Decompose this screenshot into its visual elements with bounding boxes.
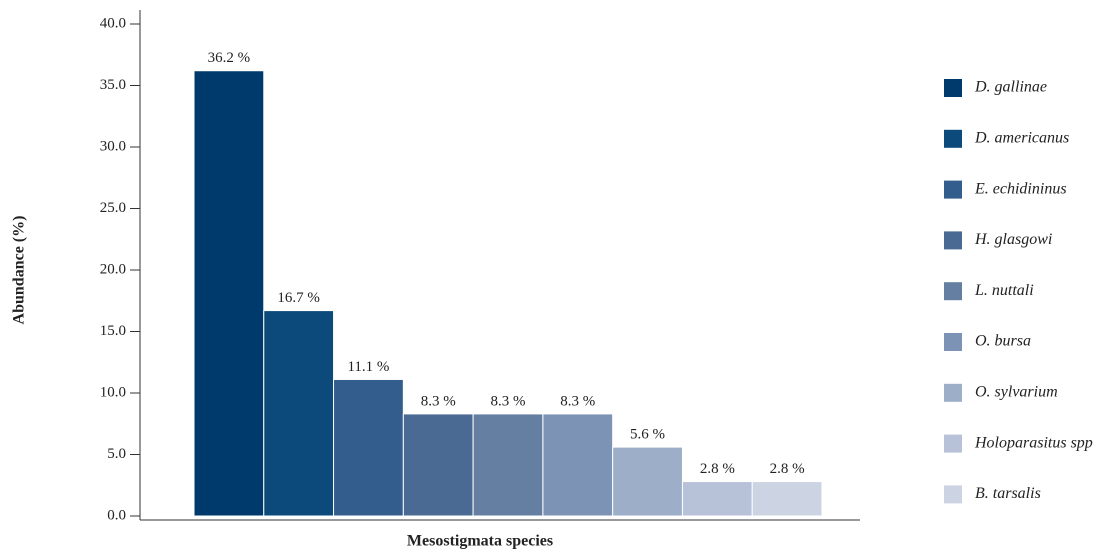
bar — [263, 310, 335, 517]
x-axis-label: Mesostigmata species — [407, 533, 553, 550]
y-tick-label: 10.0 — [100, 384, 126, 400]
y-tick-label: 35.0 — [100, 77, 126, 93]
legend-label: Holoparasitus spp — [974, 434, 1093, 451]
y-tick-label: 15.0 — [100, 323, 126, 339]
legend-swatch — [944, 79, 962, 97]
legend-label: B. tarsalis — [975, 485, 1041, 502]
legend-label: O. sylvarium — [975, 383, 1058, 400]
bar — [472, 413, 544, 517]
legend-swatch — [944, 180, 962, 199]
y-tick-label: 5.0 — [107, 446, 126, 462]
legend-swatch — [944, 383, 962, 402]
y-tick-label: 0.0 — [107, 507, 126, 523]
legend-swatch — [944, 129, 962, 148]
legend-label: H. glasgowi — [974, 231, 1052, 248]
legend-label: O. bursa — [975, 333, 1031, 350]
value-label: 5.6 % — [630, 427, 665, 443]
y-tick-label: 30.0 — [100, 138, 126, 154]
legend-label: D. gallinae — [974, 79, 1047, 96]
y-tick-label: 40.0 — [100, 15, 126, 31]
legend-swatch — [944, 434, 962, 453]
bar — [193, 70, 265, 517]
bar — [333, 378, 404, 517]
legend-label: L. nuttali — [974, 282, 1034, 299]
value-label: 2.8 % — [700, 461, 735, 477]
legend-swatch — [944, 282, 962, 301]
legend-label: D. americanus — [974, 129, 1069, 146]
value-label: 8.3 % — [491, 393, 526, 409]
value-label: 11.1 % — [347, 359, 389, 375]
bar — [542, 413, 614, 517]
value-label: 36.2 % — [208, 50, 251, 66]
legend-swatch — [944, 231, 962, 250]
legend-swatch — [944, 485, 962, 504]
value-label: 2.8 % — [770, 461, 805, 477]
bar — [681, 481, 753, 517]
legend-swatch — [944, 333, 962, 351]
bar — [402, 413, 474, 517]
value-label: 8.3 % — [421, 393, 456, 409]
y-tick-label: 20.0 — [100, 261, 126, 277]
y-axis-label: Abundance (%) — [11, 216, 28, 325]
legend-label: E. echidininus — [974, 180, 1067, 197]
value-label: 16.7 % — [277, 290, 320, 306]
y-tick-label: 25.0 — [100, 200, 126, 216]
value-label: 8.3 % — [560, 393, 595, 409]
bar — [612, 446, 683, 517]
bar — [751, 481, 823, 517]
